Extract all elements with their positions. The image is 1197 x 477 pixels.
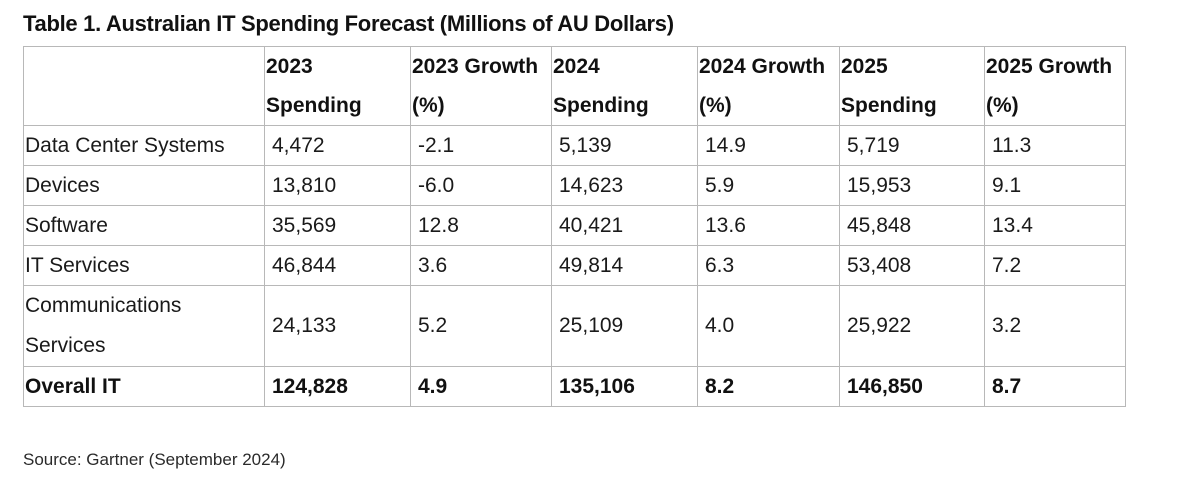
table-cell: 25,109 [551, 285, 698, 367]
table-cell: 9.1 [984, 165, 1126, 206]
table-cell: 3.6 [410, 245, 552, 286]
table-cell: 13,810 [264, 165, 411, 206]
table-cell: 4,472 [264, 125, 411, 166]
total-cell: 135,106 [551, 366, 698, 407]
total-row: Overall IT 124,828 4.9 135,106 8.2 146,8… [23, 366, 1126, 407]
table-cell: 49,814 [551, 245, 698, 286]
table-cell: 5,139 [551, 125, 698, 166]
table-cell: 35,569 [264, 205, 411, 246]
it-spending-table: 2023 Spending 2023 Growth (%) 2024 Spend… [23, 46, 1126, 407]
row-label: Devices [23, 165, 265, 206]
table-cell: 3.2 [984, 285, 1126, 367]
header-row: 2023 Spending 2023 Growth (%) 2024 Spend… [23, 46, 1126, 126]
header-cell: 2024 Growth (%) [697, 46, 840, 126]
table-row: Data Center Systems 4,472 -2.1 5,139 14.… [23, 125, 1126, 166]
table-cell: 45,848 [839, 205, 985, 246]
total-row-label: Overall IT [23, 366, 265, 407]
table-cell: 7.2 [984, 245, 1126, 286]
table-cell: 5.2 [410, 285, 552, 367]
table-cell: 11.3 [984, 125, 1126, 166]
header-cell: 2024 Spending [551, 46, 698, 126]
table-cell: -2.1 [410, 125, 552, 166]
total-cell: 124,828 [264, 366, 411, 407]
table-cell: 4.0 [697, 285, 840, 367]
table-cell: 14.9 [697, 125, 840, 166]
row-label: Data Center Systems [23, 125, 265, 166]
header-cell: 2023 Growth (%) [410, 46, 552, 126]
table-row: Communications Services 24,133 5.2 25,10… [23, 285, 1126, 367]
total-cell: 8.2 [697, 366, 840, 407]
table-cell: 13.6 [697, 205, 840, 246]
table-cell: 14,623 [551, 165, 698, 206]
table-cell: 6.3 [697, 245, 840, 286]
total-cell: 4.9 [410, 366, 552, 407]
total-cell: 146,850 [839, 366, 985, 407]
table-cell: 12.8 [410, 205, 552, 246]
table-cell: 5.9 [697, 165, 840, 206]
total-cell: 8.7 [984, 366, 1126, 407]
table-row: Software 35,569 12.8 40,421 13.6 45,848 … [23, 205, 1126, 246]
table-cell: 25,922 [839, 285, 985, 367]
header-cell-empty [23, 46, 265, 126]
table-cell: 53,408 [839, 245, 985, 286]
header-cell: 2025 Spending [839, 46, 985, 126]
table-cell: 13.4 [984, 205, 1126, 246]
table-row: IT Services 46,844 3.6 49,814 6.3 53,408… [23, 245, 1126, 286]
table-cell: -6.0 [410, 165, 552, 206]
table-cell: 15,953 [839, 165, 985, 206]
row-label: Software [23, 205, 265, 246]
table-cell: 5,719 [839, 125, 985, 166]
row-label: Communications Services [23, 285, 265, 367]
table-title: Table 1. Australian IT Spending Forecast… [23, 11, 674, 36]
table-cell: 46,844 [264, 245, 411, 286]
header-cell: 2023 Spending [264, 46, 411, 126]
table-row: Devices 13,810 -6.0 14,623 5.9 15,953 9.… [23, 165, 1126, 206]
header-cell: 2025 Growth (%) [984, 46, 1126, 126]
table-cell: 24,133 [264, 285, 411, 367]
source-note: Source: Gartner (September 2024) [23, 450, 286, 469]
row-label: IT Services [23, 245, 265, 286]
table-cell: 40,421 [551, 205, 698, 246]
